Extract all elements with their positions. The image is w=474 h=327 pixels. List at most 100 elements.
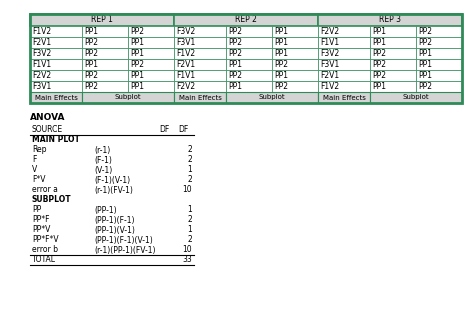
Text: F1V2: F1V2 <box>32 27 51 36</box>
Bar <box>82 92 174 103</box>
Text: PP2: PP2 <box>418 82 432 91</box>
Text: 2: 2 <box>187 176 192 184</box>
Text: PP2: PP2 <box>130 27 144 36</box>
Text: F1V2: F1V2 <box>320 82 339 91</box>
Text: PP1: PP1 <box>372 82 386 91</box>
Bar <box>416 70 462 81</box>
Bar <box>30 48 82 59</box>
Text: F2V2: F2V2 <box>320 27 339 36</box>
Text: REP 1: REP 1 <box>91 15 113 25</box>
Text: DF: DF <box>178 126 188 134</box>
Bar <box>272 70 318 81</box>
Bar <box>226 81 272 92</box>
Bar <box>82 37 128 48</box>
Text: (F-1)(V-1): (F-1)(V-1) <box>94 176 130 184</box>
Text: (r-1)(PP-1)(FV-1): (r-1)(PP-1)(FV-1) <box>94 246 155 254</box>
Text: F3V2: F3V2 <box>176 27 195 36</box>
Bar <box>226 37 272 48</box>
Bar <box>272 59 318 70</box>
Text: (r-1)(FV-1): (r-1)(FV-1) <box>94 185 133 195</box>
Bar <box>174 14 318 26</box>
Text: F2V1: F2V1 <box>176 60 195 69</box>
Text: PP2: PP2 <box>84 82 98 91</box>
Bar <box>30 81 82 92</box>
Text: PP2: PP2 <box>84 71 98 80</box>
Text: PP2: PP2 <box>84 49 98 58</box>
Text: SOURCE: SOURCE <box>32 126 63 134</box>
Text: PP2: PP2 <box>274 82 288 91</box>
Bar <box>30 26 82 37</box>
Bar <box>82 26 128 37</box>
Bar <box>226 70 272 81</box>
Bar <box>174 37 226 48</box>
Text: MAIN PLOT: MAIN PLOT <box>32 135 80 145</box>
Bar <box>174 26 226 37</box>
Bar <box>370 92 462 103</box>
Bar <box>128 37 174 48</box>
Text: REP 3: REP 3 <box>379 15 401 25</box>
Text: Main Effects: Main Effects <box>35 95 77 100</box>
Text: ANOVA: ANOVA <box>30 112 65 122</box>
Bar <box>370 37 416 48</box>
Text: PP1: PP1 <box>372 27 386 36</box>
Text: PP1: PP1 <box>84 60 98 69</box>
Text: DF: DF <box>160 126 170 134</box>
Bar <box>416 59 462 70</box>
Text: (PP-1)(V-1): (PP-1)(V-1) <box>94 226 135 234</box>
Text: PP*F: PP*F <box>32 215 49 225</box>
Text: Main Effects: Main Effects <box>179 95 221 100</box>
Text: PP1: PP1 <box>418 71 432 80</box>
Bar <box>30 59 82 70</box>
Bar <box>226 59 272 70</box>
Text: PP2: PP2 <box>228 38 242 47</box>
Text: Rep: Rep <box>32 146 46 154</box>
Bar <box>370 48 416 59</box>
Text: F: F <box>32 156 36 164</box>
Text: 2: 2 <box>187 215 192 225</box>
Bar <box>226 92 318 103</box>
Bar <box>416 26 462 37</box>
Text: F1V1: F1V1 <box>176 71 195 80</box>
Text: PP2: PP2 <box>372 60 386 69</box>
Text: PP2: PP2 <box>228 49 242 58</box>
Bar <box>416 48 462 59</box>
Text: PP2: PP2 <box>418 38 432 47</box>
Text: F1V1: F1V1 <box>320 38 339 47</box>
Text: F2V1: F2V1 <box>320 71 339 80</box>
Text: REP 2: REP 2 <box>235 15 257 25</box>
Text: V: V <box>32 165 37 175</box>
Text: Main Effects: Main Effects <box>323 95 365 100</box>
Text: 2: 2 <box>187 156 192 164</box>
Text: PP1: PP1 <box>418 49 432 58</box>
Text: PP1: PP1 <box>130 49 144 58</box>
Text: PP*F*V: PP*F*V <box>32 235 59 245</box>
Text: PP2: PP2 <box>228 71 242 80</box>
Bar <box>370 70 416 81</box>
Bar <box>226 26 272 37</box>
Bar <box>128 48 174 59</box>
Text: F2V2: F2V2 <box>32 71 51 80</box>
Text: F3V1: F3V1 <box>176 38 195 47</box>
Bar <box>30 70 82 81</box>
Bar <box>318 26 370 37</box>
Text: PP2: PP2 <box>84 38 98 47</box>
Text: (r-1): (r-1) <box>94 146 110 154</box>
Text: PP2: PP2 <box>372 71 386 80</box>
Bar <box>416 81 462 92</box>
Bar <box>318 48 370 59</box>
Text: PP1: PP1 <box>228 82 242 91</box>
Bar <box>272 81 318 92</box>
Bar <box>174 59 226 70</box>
Text: PP1: PP1 <box>130 38 144 47</box>
Text: 10: 10 <box>182 246 192 254</box>
Bar <box>174 70 226 81</box>
Text: (V-1): (V-1) <box>94 165 112 175</box>
Bar <box>318 14 462 26</box>
Text: PP1: PP1 <box>274 38 288 47</box>
Text: (PP-1): (PP-1) <box>94 205 117 215</box>
Bar <box>128 26 174 37</box>
Text: TOTAL: TOTAL <box>32 255 56 265</box>
Text: 2: 2 <box>187 146 192 154</box>
Text: SUBPLOT: SUBPLOT <box>32 196 72 204</box>
Text: PP1: PP1 <box>84 27 98 36</box>
